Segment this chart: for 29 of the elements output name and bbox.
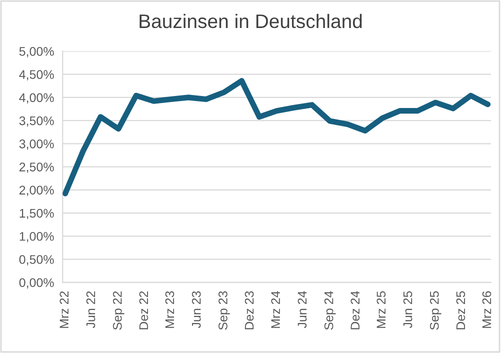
x-tick-label: Sep 23 (218, 291, 230, 330)
x-tick-label: Mrz 23 (165, 291, 174, 328)
y-tick-label: 1,00% (20, 232, 54, 242)
x-tick-label: Sep 25 (430, 291, 442, 330)
x-tick-label: Dez 24 (350, 291, 360, 330)
y-tick-label: 2,00% (19, 186, 54, 196)
x-tick-label: Mrz 24 (271, 291, 280, 328)
y-tick-label: 0,00% (19, 278, 54, 289)
x-tick-label: Mrz 22 (60, 291, 68, 328)
y-tick-label: 3,50% (19, 116, 54, 127)
y-tick-label: 2,50% (19, 162, 54, 173)
x-tick-label: Dez 22 (139, 291, 148, 330)
x-tick-label: Sep 24 (324, 291, 336, 330)
y-tick-label: 4,50% (19, 70, 54, 80)
y-tick-label: 0,50% (19, 255, 54, 266)
x-tick-label: Jun 24 (298, 291, 307, 328)
x-tick-label: Mrz 26 (482, 291, 492, 328)
x-tick-label: Dez 23 (244, 291, 254, 330)
y-tick-label: 5,00% (19, 46, 54, 58)
x-tick-label: Mrz 25 (376, 291, 386, 328)
x-tick-label: Jun 25 (403, 291, 412, 328)
y-tick-label: 3,00% (19, 139, 54, 150)
x-tick-label: Sep 22 (112, 291, 124, 330)
chart-title: Bauzinsen in Deutschland (140, 14, 362, 28)
x-tick-label: Jun 23 (192, 291, 201, 328)
y-tick-label: 4,00% (19, 93, 54, 104)
x-tick-label: Jun 22 (86, 291, 96, 328)
y-tick-label: 1,50% (20, 208, 54, 220)
x-tick-label: Dez 25 (456, 291, 466, 330)
